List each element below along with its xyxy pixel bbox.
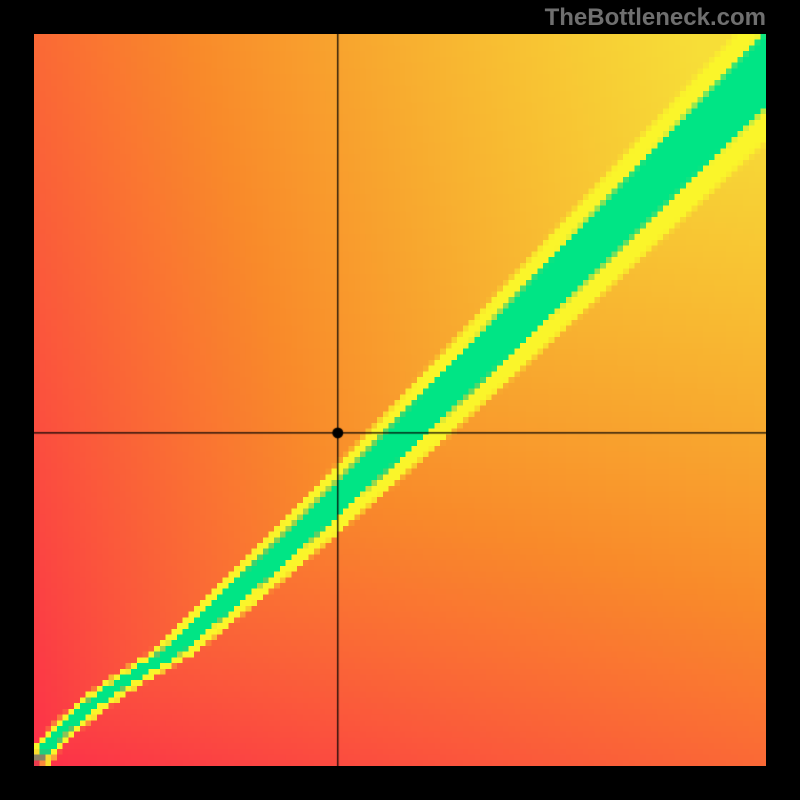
crosshair-overlay xyxy=(34,34,766,766)
watermark-text: TheBottleneck.com xyxy=(545,4,766,32)
chart-container: TheBottleneck.com xyxy=(0,0,800,800)
